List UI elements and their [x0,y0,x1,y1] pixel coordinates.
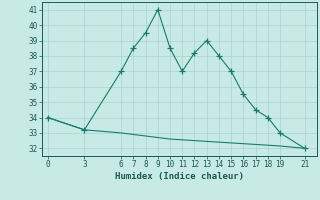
X-axis label: Humidex (Indice chaleur): Humidex (Indice chaleur) [115,172,244,181]
